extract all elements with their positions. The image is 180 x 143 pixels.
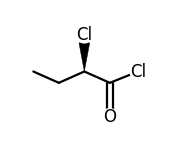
Circle shape [76, 26, 93, 43]
Text: Cl: Cl [76, 26, 92, 44]
Circle shape [130, 63, 146, 80]
Text: Cl: Cl [130, 62, 146, 81]
Polygon shape [79, 43, 90, 72]
Circle shape [102, 109, 118, 125]
Text: O: O [103, 108, 116, 126]
